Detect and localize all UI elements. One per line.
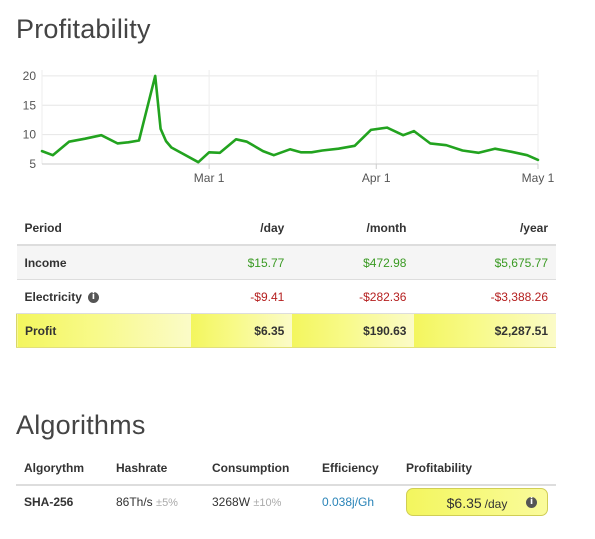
algorithm-row: SHA-256 86Th/s ±5% 3268W ±10% 0.038j/Gh … [16,485,556,518]
header-efficiency: Efficiency [314,452,398,486]
algorithm-name: SHA-256 [24,495,74,509]
chart-gridlines [41,70,539,165]
profit-badge: $6.35/day i [406,488,548,516]
income-month: $472.98 [292,245,415,280]
info-icon[interactable]: i [526,497,537,508]
income-day: $15.77 [190,245,293,280]
profit-month: $190.63 [292,313,415,348]
header-hashrate: Hashrate [108,452,204,486]
electricity-label: Electricity [24,289,82,304]
profit-label: Profit [15,313,191,348]
chart-series-line [40,74,540,164]
info-icon[interactable]: i [87,291,99,303]
header-month: /month [292,212,415,246]
header-day: /day [190,212,293,246]
profit-badge-period: /day [484,497,508,511]
consumption-cell: 3268W ±10% [204,485,314,518]
income-row: Income $15.77 $472.98 $5,675.77 [16,245,556,280]
profit-year: $2,287.51 [414,313,556,348]
profit-badge-value: $6.35 [446,495,482,511]
chart-x-axis: Mar 1 Apr 1 May 1 [194,164,555,185]
header-consumption: Consumption [204,452,314,486]
profitability-table: Period /day /month /year Income $15.77 $… [15,212,556,348]
chart-y-tick-label: 15 [23,98,37,112]
consumption-value: 3268W [212,495,251,509]
profitability-title: Profitability [16,14,151,44]
hashrate-tolerance: ±5% [156,497,178,509]
electricity-year: -$3,388.26 [414,279,556,314]
profitability-cell: $6.35/day i [398,485,556,518]
profit-row: Profit $6.35 $190.63 $2,287.51 [15,313,556,348]
chart-x-tick-label: Apr 1 [362,171,391,185]
efficiency-value: 0.038j/Gh [322,495,375,509]
electricity-day: -$9.41 [190,279,293,314]
electricity-label-cell: Electricity i [16,279,191,314]
profitability-table-header: Period /day /month /year [16,212,556,246]
algorithms-table: Algorythm Hashrate Consumption Efficienc… [16,452,556,518]
electricity-row: Electricity i -$9.41 -$282.36 -$3,388.26 [16,279,556,314]
income-year: $5,675.77 [414,245,556,280]
header-algorithm: Algorythm [16,452,108,486]
header-period: Period [16,212,191,246]
profitability-chart: 5 10 15 20 Mar 1 Apr 1 May 1 [23,69,555,185]
hashrate-cell: 86Th/s ±5% [108,485,204,518]
header-profitability: Profitability [398,452,556,486]
chart-y-tick-label: 10 [23,128,37,142]
hashrate-value: 86Th/s [116,495,153,509]
chart-x-tick-label: May 1 [522,171,555,185]
chart-y-tick-label: 5 [29,157,36,171]
chart-x-tick-label: Mar 1 [194,171,225,185]
profit-day: $6.35 [190,313,293,348]
algorithms-table-header: Algorythm Hashrate Consumption Efficienc… [16,452,556,486]
header-year: /year [414,212,556,246]
algorithms-title: Algorithms [16,410,146,440]
chart-y-axis: 5 10 15 20 [23,69,37,171]
chart-y-tick-label: 20 [23,69,37,83]
electricity-month: -$282.36 [292,279,415,314]
consumption-tolerance: ±10% [253,497,282,509]
income-label: Income [16,245,191,280]
